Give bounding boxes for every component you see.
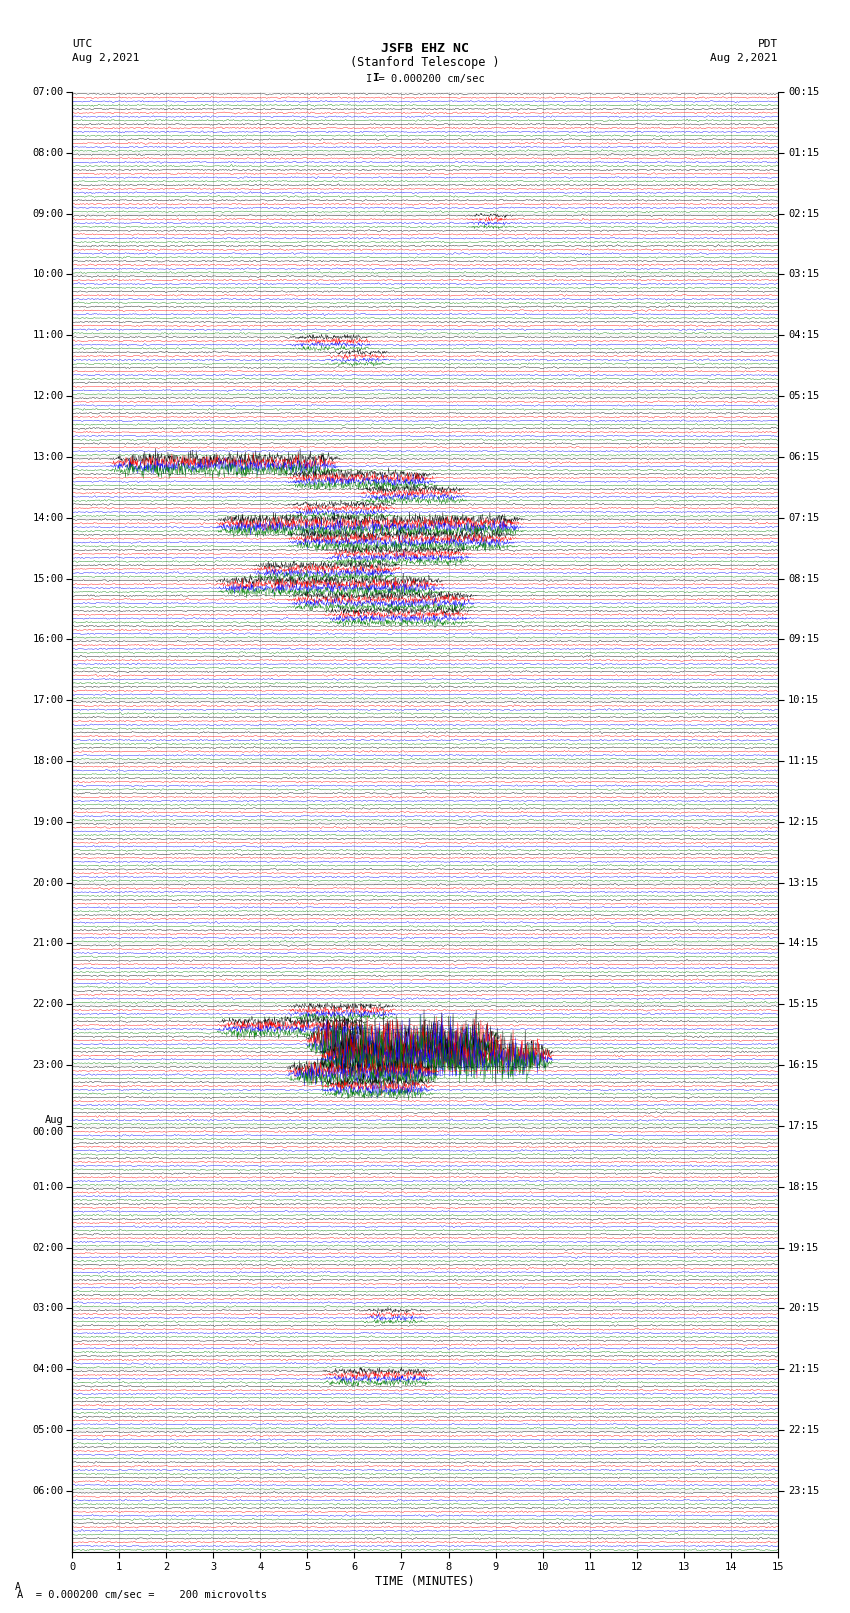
- Text: JSFB EHZ NC: JSFB EHZ NC: [381, 42, 469, 55]
- Text: UTC: UTC: [72, 39, 93, 48]
- Text: A: A: [15, 1582, 21, 1592]
- Text: (Stanford Telescope ): (Stanford Telescope ): [350, 56, 500, 69]
- Text: PDT: PDT: [757, 39, 778, 48]
- Text: Aug 2,2021: Aug 2,2021: [72, 53, 139, 63]
- X-axis label: TIME (MINUTES): TIME (MINUTES): [375, 1574, 475, 1587]
- Text: A  = 0.000200 cm/sec =    200 microvolts: A = 0.000200 cm/sec = 200 microvolts: [17, 1590, 267, 1600]
- Text: Aug 2,2021: Aug 2,2021: [711, 53, 778, 63]
- Text: I: I: [372, 73, 379, 82]
- Text: I = 0.000200 cm/sec: I = 0.000200 cm/sec: [366, 74, 484, 84]
